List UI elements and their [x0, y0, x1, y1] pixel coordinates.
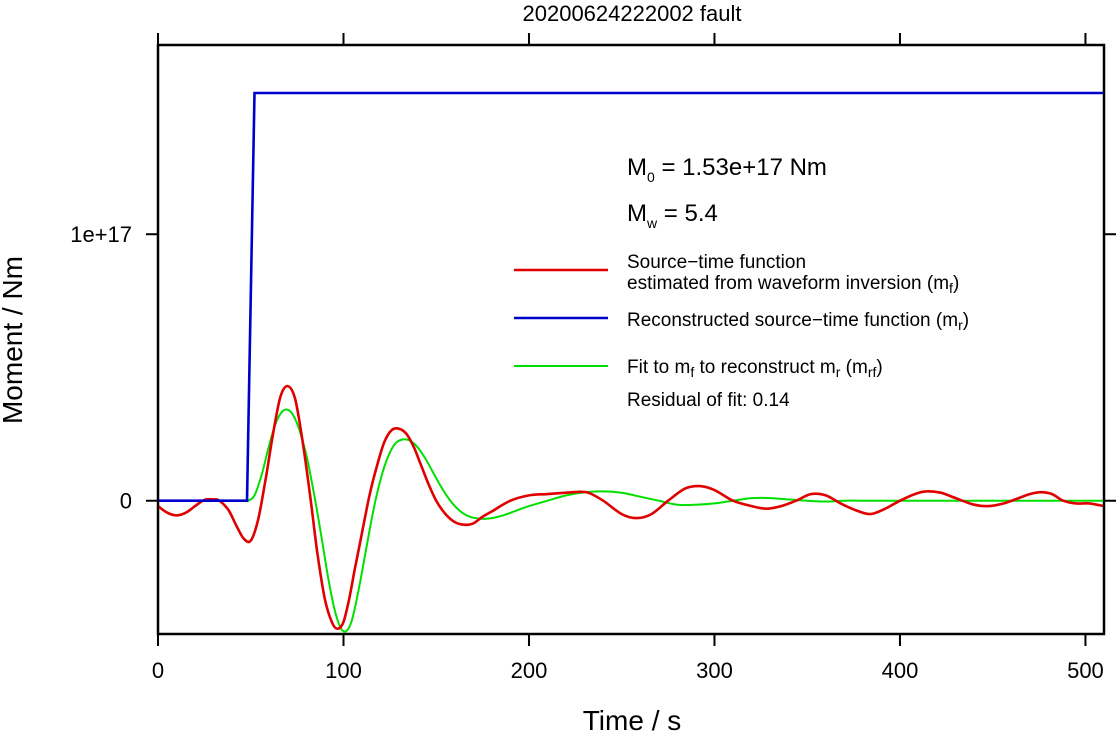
x-tick-label: 200	[511, 658, 548, 683]
y-tick-label: 1e+17	[70, 222, 132, 247]
series-line-source-time-function	[159, 384, 1103, 631]
y-axis-title: Moment / Nm	[0, 256, 28, 424]
y-tick-label: 0	[120, 489, 132, 514]
seismic-moment-annotation: M0 = 1.53e+17 Nm	[627, 154, 827, 185]
series-layer	[159, 91, 1103, 633]
x-tick-label: 300	[696, 658, 733, 683]
moment-magnitude-annotation: Mw = 5.4	[627, 200, 718, 231]
x-tick-label: 100	[325, 658, 362, 683]
legend-label-source-time-function: Source−time function	[627, 252, 806, 273]
legend: Source−time function estimated from wave…	[514, 252, 969, 380]
plot-frame	[156, 43, 1106, 636]
series-line-fit	[159, 408, 1103, 633]
legend-label-fit: Fit to mf to reconstruct mr (mrf)	[627, 357, 883, 380]
axis-tick-labels: 0 100 200 300 400 500 0 1e+17	[70, 222, 1104, 683]
x-tick-label: 500	[1067, 658, 1104, 683]
axis-ticks	[146, 33, 1116, 646]
residual-annotation: Residual of fit: 0.14	[627, 390, 790, 411]
legend-label-source-time-function-line2: estimated from waveform inversion (mf)	[627, 273, 959, 296]
x-axis-title: Time / s	[583, 705, 682, 736]
series-line-reconstructed	[159, 91, 1103, 503]
x-tick-label: 0	[152, 658, 164, 683]
x-tick-label: 400	[882, 658, 919, 683]
chart-title: 20200624222002 fault	[523, 1, 742, 26]
legend-label-reconstructed: Reconstructed source−time function (mr)	[627, 310, 969, 333]
